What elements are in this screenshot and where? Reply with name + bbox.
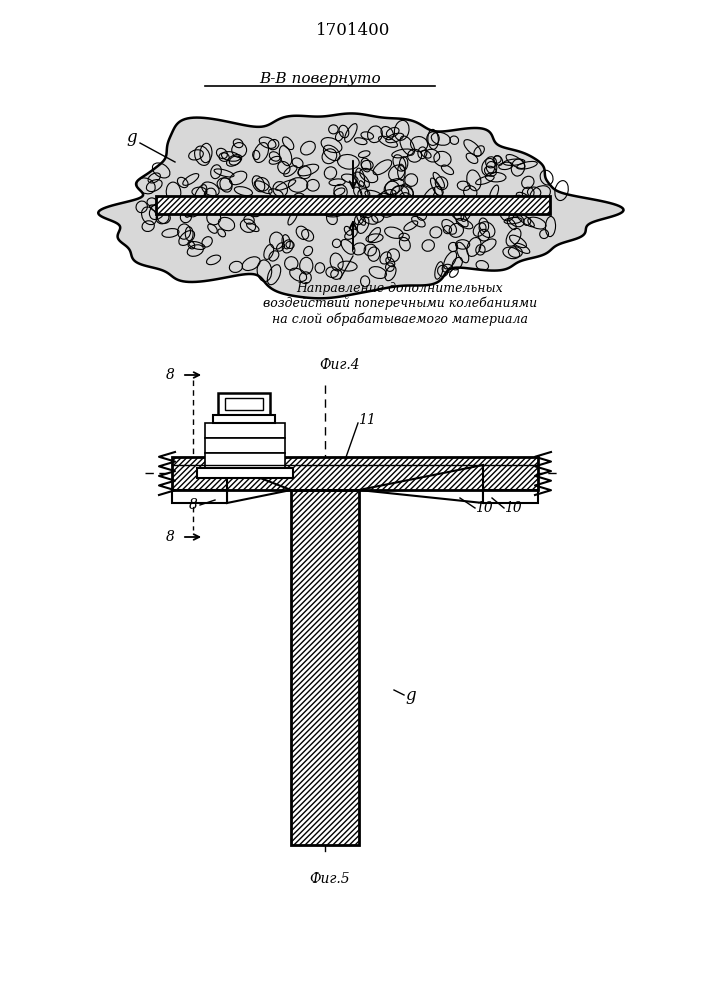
Bar	[225, 398, 263, 410]
Bar	[205, 438, 285, 453]
Bar	[197, 468, 293, 478]
Text: 10: 10	[475, 501, 493, 515]
Text: В-В повернуто: В-В повернуто	[259, 72, 381, 86]
Polygon shape	[227, 465, 291, 503]
Text: воздействий поперечными колебаниями: воздействий поперечными колебаниями	[263, 297, 537, 310]
Polygon shape	[359, 465, 483, 503]
Bar	[172, 457, 538, 490]
Text: 8: 8	[165, 530, 175, 544]
Bar	[213, 415, 275, 423]
Text: 10: 10	[504, 501, 522, 515]
Text: на слой обрабатываемого материала: на слой обрабатываемого материала	[272, 312, 528, 326]
Bar	[156, 196, 551, 214]
Bar	[156, 196, 551, 214]
Text: 1701400: 1701400	[316, 22, 390, 39]
Bar	[291, 490, 359, 845]
Text: Фиг.4: Фиг.4	[320, 358, 361, 372]
Polygon shape	[98, 113, 624, 298]
Bar	[291, 490, 359, 845]
Bar	[172, 457, 538, 490]
Bar	[172, 490, 227, 503]
Text: 8: 8	[189, 498, 197, 512]
Bar	[218, 393, 270, 415]
Bar	[172, 457, 538, 490]
Text: 8: 8	[165, 368, 175, 382]
Bar	[483, 490, 538, 503]
Text: Направление дополнительных: Направление дополнительных	[297, 282, 503, 295]
Text: Фиг.5: Фиг.5	[310, 872, 350, 886]
Bar	[205, 423, 285, 438]
Text: 11: 11	[358, 413, 375, 427]
Bar	[205, 453, 285, 468]
Text: g: g	[405, 686, 416, 704]
Text: g: g	[127, 129, 137, 146]
Bar	[291, 490, 359, 845]
Bar	[156, 196, 551, 214]
